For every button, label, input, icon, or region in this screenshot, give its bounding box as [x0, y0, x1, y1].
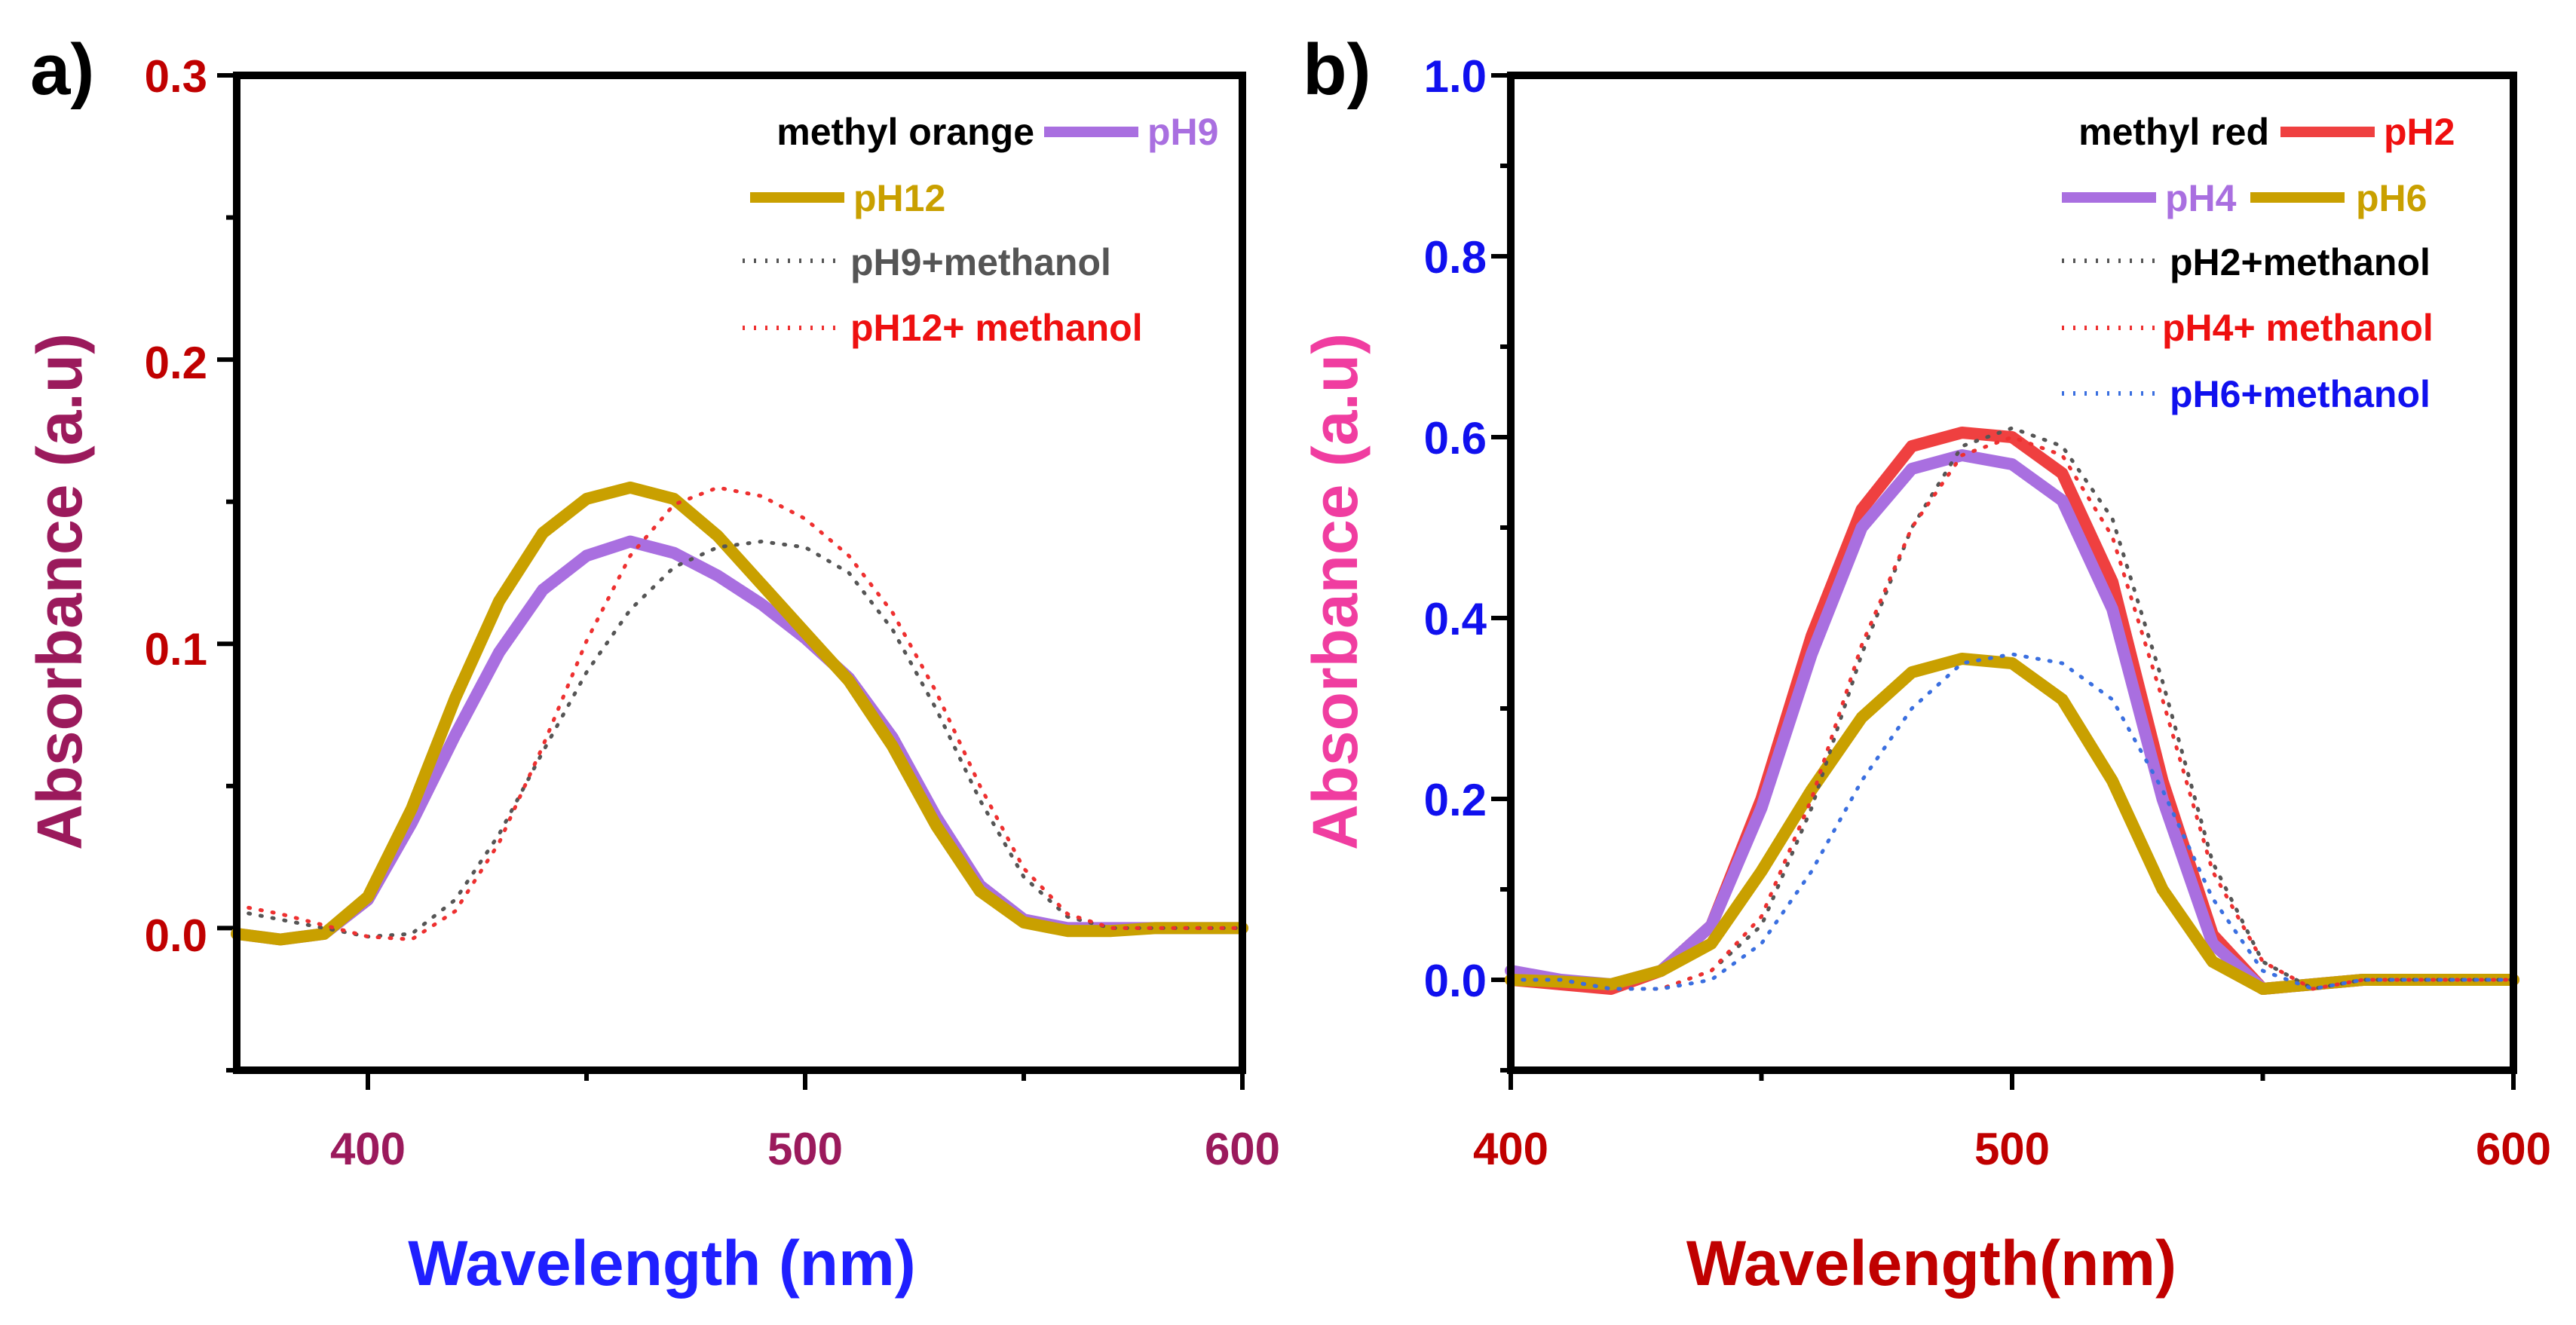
legend-label-ph6-methanol: pH6+methanol [2170, 373, 2431, 415]
panel-a-legend: methyl orange pH9 pH12 pH9+methanol pH12… [743, 111, 1218, 349]
legend-label-ph4-methanol: pH4+ methanol [2162, 307, 2434, 349]
series-line-ph9 [231, 535, 1248, 946]
panel-a-xtick-label: 600 [1205, 1124, 1280, 1174]
legend-label-ph12-methanol: pH12+ methanol [850, 307, 1143, 349]
series-line-ph6 [1505, 653, 2519, 995]
panel-b-xtick-label: 500 [1974, 1124, 2050, 1174]
legend-label-ph12: pH12 [853, 177, 945, 219]
panel-b-ticks [1491, 73, 2516, 1090]
series-line-ph2-methanol [1509, 426, 2516, 991]
series-line-ph4-methanol [1509, 435, 2516, 991]
panel-b-ytick-label: 0.0 [1424, 956, 1487, 1006]
series-line-ph2 [1505, 427, 2519, 995]
panel-a-ytick-label: 0.3 [145, 51, 207, 102]
panel-a-xtick-label: 400 [330, 1124, 406, 1174]
panel-b-xtick-label: 400 [1473, 1124, 1548, 1174]
panel-b-ytick-label: 0.4 [1424, 594, 1487, 644]
panel-b-label: b) [1303, 29, 1371, 110]
panel-b-ytick-label: 0.6 [1424, 413, 1487, 464]
panel-b-series [1505, 426, 2519, 995]
panel-a-y-axis-label: Absorbance (a.u) [24, 333, 95, 850]
legend-label-ph6: pH6 [2356, 177, 2427, 219]
panel-a-x-axis-label: Wavelength (nm) [408, 1228, 916, 1299]
panel-b-ytick-label: 1.0 [1424, 51, 1487, 102]
panel-b-xtick-label: 600 [2476, 1124, 2551, 1174]
legend-title: methyl orange [776, 111, 1034, 153]
legend-label-ph9-methanol: pH9+methanol [850, 241, 1111, 283]
legend-label-ph2: pH2 [2384, 111, 2455, 153]
series-line-ph9-methanol [234, 540, 1245, 939]
legend-title: methyl red [2078, 111, 2269, 153]
legend-label-ph9: pH9 [1147, 111, 1218, 153]
panel-b-frame [1507, 72, 2517, 1074]
panel-a-frame [233, 72, 1246, 1074]
series-line-ph12-methanol [234, 485, 1245, 941]
series-line-ph12 [231, 481, 1248, 946]
panel-b-x-axis-label: Wavelength(nm) [1686, 1228, 2176, 1299]
legend-label-ph2-methanol: pH2+methanol [2170, 241, 2431, 283]
panel-b-ytick-label: 0.2 [1424, 775, 1487, 825]
series-line-ph4 [1505, 449, 2519, 995]
panel-a-series [231, 481, 1248, 946]
panel-a: a) Absorbance (a.u) Wavelength (nm) 0.3 … [24, 29, 1280, 1299]
panel-a-ytick-label: 0.1 [145, 624, 207, 675]
series-line-ph6-methanol [1509, 652, 2516, 991]
panel-b-ytick-label: 0.8 [1424, 232, 1487, 283]
legend-label-ph4: pH4 [2165, 177, 2237, 219]
panel-a-ytick-label: 0.2 [145, 338, 207, 388]
panel-a-xtick-label: 500 [767, 1124, 843, 1174]
panel-b-y-axis-label: Absorbance (a.u) [1300, 333, 1371, 850]
panel-b-legend: methyl red pH2 pH4 pH6 pH2+methanol pH4+… [2062, 111, 2455, 415]
panel-b: b) Absorbance (a.u) Wavelength(nm) 1.0 0… [1300, 29, 2551, 1299]
panel-a-ytick-label: 0.0 [145, 910, 207, 961]
panel-a-label: a) [30, 29, 94, 110]
